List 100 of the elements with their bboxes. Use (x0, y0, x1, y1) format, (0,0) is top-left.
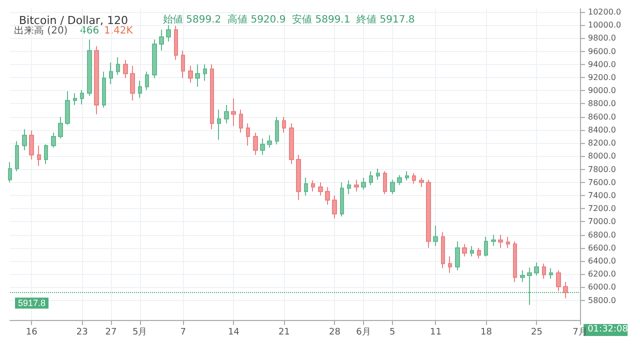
candlestick (260, 138, 265, 156)
candlestick (116, 56, 120, 76)
candlestick (195, 64, 200, 88)
y-tick-label: 7600.0 (588, 178, 616, 187)
candlestick (426, 179, 431, 248)
candlestick (383, 170, 387, 195)
text: 始値 5899.2 高値 5920.9 安値 5899.1 終値 5917.8 (163, 14, 415, 26)
y-tick-label: 7800.0 (588, 164, 616, 174)
y-tick-label: 7200.0 (588, 204, 616, 214)
y-tick-label: 5800.0 (588, 296, 616, 305)
candlestick (87, 39, 92, 96)
candlestick (289, 122, 294, 165)
candlestick (239, 109, 243, 134)
y-tick-label: 9000.0 (588, 86, 616, 96)
y-tick-label: 6200.0 (588, 270, 616, 279)
candlestick (51, 132, 56, 148)
candlestick (159, 29, 164, 52)
candlestick (354, 179, 359, 192)
x-tick-label: 21 (278, 328, 290, 338)
candlestick (419, 177, 424, 188)
candlestick (44, 144, 48, 165)
candlestick (498, 234, 503, 248)
candlestick (123, 59, 128, 79)
y-tick-label: 8800.0 (588, 99, 616, 108)
candlestick (152, 39, 157, 79)
candlestick (527, 267, 532, 306)
x-tick-label: 16 (26, 328, 38, 338)
y-tick-label: 9200.0 (588, 73, 616, 82)
candlestick (267, 134, 272, 148)
y-tick-label: 6600.0 (588, 243, 616, 252)
candlestick (347, 180, 351, 195)
y-tick-label: 9400.0 (588, 60, 616, 69)
candlestick (8, 162, 12, 183)
candlestick (166, 24, 171, 42)
candlestick (80, 89, 84, 105)
candlestick (22, 128, 27, 151)
y-tick-label: 9800.0 (588, 34, 616, 43)
candlestick (397, 174, 402, 186)
candlestick (188, 65, 193, 84)
x-tick-label: 5 (390, 328, 396, 338)
candlestick (448, 256, 452, 274)
candlestick (102, 71, 106, 108)
y-tick-label: 10200.0 (588, 8, 622, 16)
candlestick (441, 232, 445, 269)
candlestick (369, 170, 373, 186)
candlestick (94, 46, 99, 115)
x-tick-label: 28 (328, 328, 341, 338)
candlestick (246, 122, 250, 146)
candlestick (470, 245, 474, 257)
candlestick (513, 240, 517, 282)
y-tick-label: 7400.0 (588, 190, 616, 200)
candlestick (340, 182, 344, 217)
candlestick (484, 236, 488, 257)
candlestick (477, 247, 481, 259)
x-tick-label: 27 (105, 328, 117, 338)
candlestick (29, 130, 34, 160)
candlestick (376, 168, 380, 180)
y-tick-label: 8000.0 (588, 152, 616, 161)
x-tick-label: 14 (228, 328, 240, 338)
candlestick (311, 180, 315, 192)
candlestick (361, 177, 366, 190)
candlestick (304, 177, 308, 196)
candlestick (275, 116, 279, 145)
candlestick (203, 64, 207, 82)
y-tick-label: 6400.0 (588, 256, 616, 266)
candlestick (390, 179, 395, 195)
candlestick (549, 268, 553, 280)
annotation: 1.42K (104, 26, 134, 36)
candlestick (181, 50, 185, 79)
candlestick (224, 104, 229, 124)
candlestick (318, 182, 323, 196)
candlestick (534, 262, 539, 276)
candlestick (506, 236, 510, 248)
candlestick (325, 186, 330, 206)
candlestick (210, 64, 214, 130)
y-tick-label: 8200.0 (588, 138, 616, 148)
candlestick (563, 281, 568, 299)
y-tick-label: 6800.0 (588, 230, 616, 240)
candlestick (174, 25, 178, 60)
candlestick (296, 154, 301, 201)
candlestick (58, 116, 63, 139)
x-tick-label: 7 (180, 328, 186, 338)
candlestick (231, 98, 236, 127)
candlestick (556, 270, 561, 292)
candlestick (37, 145, 41, 166)
annotation: 466 (80, 26, 100, 36)
candlestick (15, 140, 19, 172)
y-tick-label: 6000.0 (588, 282, 616, 292)
candlestick (73, 92, 77, 106)
candlestick (109, 62, 113, 85)
x-tick-label: 18 (480, 328, 492, 338)
candlestick (542, 263, 546, 280)
y-tick-label: 8600.0 (588, 112, 616, 122)
candlestick (455, 240, 460, 271)
x-tick-label: 5月 (132, 328, 148, 338)
y-tick-label: 8400.0 (588, 125, 616, 134)
x-tick-label: 25 (530, 328, 542, 338)
candlestick (405, 170, 409, 181)
candlestick (65, 90, 70, 126)
y-tick-label: 7000.0 (588, 217, 616, 226)
